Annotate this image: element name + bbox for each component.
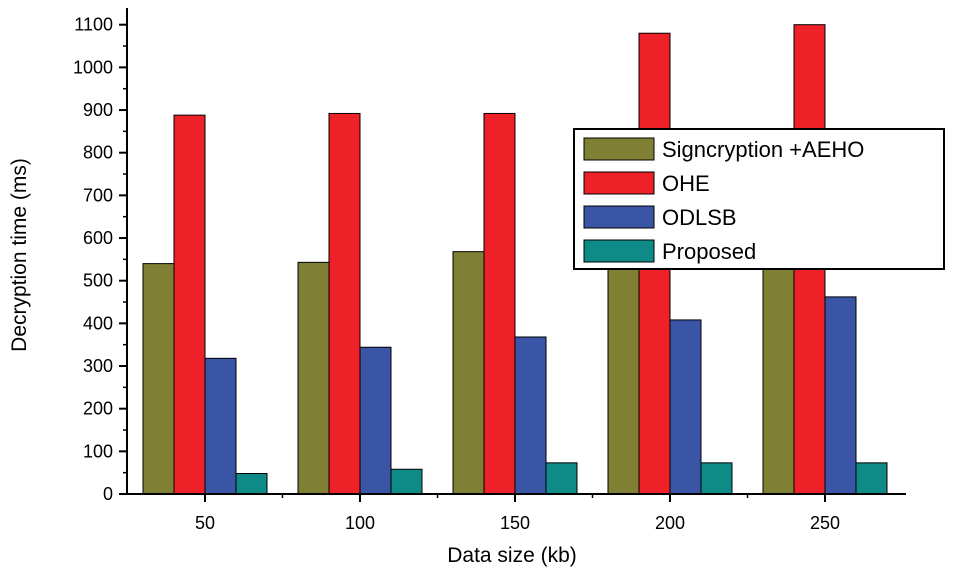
bar-signcryption-aeho-250 — [762, 241, 795, 495]
y-tick-label: 1100 — [74, 15, 113, 35]
legend-label-proposed: Proposed — [662, 239, 756, 264]
y-tick-label: 400 — [83, 313, 113, 333]
y-tick-label: 600 — [83, 228, 113, 248]
y-tick-label: 0 — [103, 484, 113, 504]
y-tick-label: 200 — [83, 399, 113, 419]
legend: Signcryption +AEHO OHE ODLSB Proposed — [573, 128, 945, 270]
x-tick-label: 150 — [500, 513, 530, 533]
legend-label-ohe: OHE — [662, 171, 710, 196]
bar-proposed-150 — [545, 462, 578, 495]
y-tick-label: 100 — [83, 441, 113, 461]
bar-proposed-50 — [235, 473, 268, 495]
bar-proposed-200 — [700, 462, 733, 495]
x-tick-label: 250 — [810, 513, 840, 533]
bar-signcryption-aeho-150 — [452, 251, 485, 495]
y-tick-label: 500 — [83, 271, 113, 291]
legend-swatch-ohe — [583, 171, 655, 195]
x-tick-label: 50 — [195, 513, 215, 533]
bar-signcryption-aeho-100 — [297, 261, 330, 495]
ticks-layer: 0 100 200 300 400 500 600 700 800 900 1000 1100 50 10… — [73, 15, 840, 533]
bar-signcryption-aeho-200 — [607, 241, 640, 495]
bar-ohe-50 — [173, 114, 206, 495]
bar-odlsb-50 — [204, 357, 237, 495]
y-tick-label: 700 — [83, 185, 113, 205]
y-tick-label: 1000 — [73, 57, 113, 77]
legend-label-odlsb: ODLSB — [662, 205, 737, 230]
bar-proposed-100 — [390, 468, 423, 495]
y-tick-label: 800 — [83, 143, 113, 163]
legend-swatch-proposed — [583, 239, 655, 263]
y-tick-label: 900 — [83, 100, 113, 120]
y-tick-label: 300 — [83, 356, 113, 376]
bar-odlsb-200 — [669, 319, 702, 495]
x-axis-label: Data size (kb) — [447, 544, 577, 567]
bars-layer — [142, 24, 888, 495]
x-tick-label: 100 — [345, 513, 375, 533]
bar-odlsb-100 — [359, 346, 392, 495]
bar-proposed-250 — [855, 462, 888, 495]
x-tick-label: 200 — [655, 513, 685, 533]
bar-ohe-150 — [483, 112, 516, 495]
y-axis-label: Decryption time (ms) — [8, 158, 31, 352]
bar-ohe-100 — [328, 112, 361, 495]
bar-odlsb-150 — [514, 336, 547, 495]
bar-signcryption-aeho-50 — [142, 263, 175, 495]
bar-odlsb-250 — [824, 296, 857, 495]
legend-label-signcryption-aeho: Signcryption +AEHO — [662, 137, 864, 162]
legend-swatch-odlsb — [583, 205, 655, 229]
legend-swatch-signcryption-aeho — [583, 137, 655, 161]
